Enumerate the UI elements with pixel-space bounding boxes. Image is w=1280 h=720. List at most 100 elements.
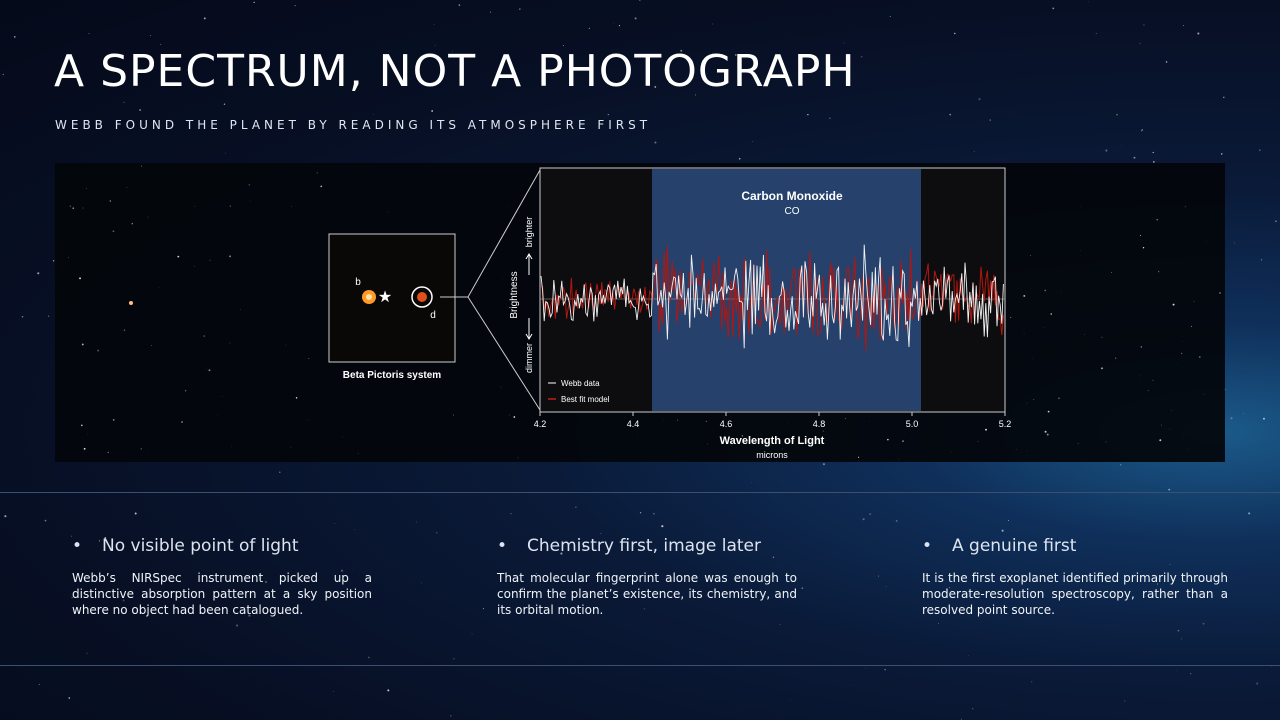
star	[112, 419, 115, 421]
subtitle: WEBB FOUND THE PLANET BY READING ITS ATM…	[55, 118, 652, 132]
star	[1259, 149, 1261, 151]
star	[968, 654, 969, 656]
x-tick-label: 5.0	[906, 419, 919, 429]
star	[607, 113, 610, 116]
star	[1169, 563, 1171, 565]
star	[151, 345, 153, 346]
star	[1191, 325, 1193, 327]
star	[97, 349, 100, 352]
star	[13, 35, 16, 38]
star	[1140, 234, 1142, 236]
star	[653, 512, 655, 515]
star	[588, 27, 590, 29]
star	[140, 448, 142, 450]
star	[1180, 352, 1183, 355]
star	[1046, 433, 1049, 436]
star	[482, 608, 484, 610]
star	[177, 255, 180, 258]
star	[253, 1, 255, 4]
star	[194, 265, 195, 267]
star	[668, 81, 670, 84]
point-body: It is the first exoplanet identified pri…	[922, 571, 1228, 617]
star	[82, 207, 84, 209]
divider	[0, 665, 1280, 666]
star	[107, 451, 109, 454]
star	[654, 86, 657, 88]
star	[86, 187, 87, 189]
star	[368, 656, 370, 659]
star	[865, 668, 866, 669]
star	[1184, 206, 1186, 208]
star	[1152, 151, 1154, 154]
star	[416, 521, 417, 523]
y-low: dimmer	[524, 343, 534, 373]
star	[209, 259, 211, 261]
star	[1050, 313, 1052, 315]
star	[766, 441, 767, 443]
inset-caption: Beta Pictoris system	[343, 370, 441, 381]
y-label: Brightness	[509, 271, 520, 318]
y-high: brighter	[524, 217, 534, 248]
star	[878, 575, 879, 577]
star	[490, 11, 492, 13]
inset-label: d	[430, 310, 436, 321]
star	[801, 587, 804, 590]
title: A SPECTRUM, NOT A PHOTOGRAPH	[54, 46, 856, 97]
star	[184, 390, 187, 392]
star	[884, 669, 886, 671]
star	[1177, 629, 1180, 632]
point-body: Webb’s NIRSpec instrument picked up a di…	[72, 571, 372, 617]
star	[1058, 397, 1060, 399]
legend-label: Webb data	[561, 379, 600, 388]
star	[1052, 7, 1055, 10]
star	[618, 25, 621, 27]
star	[1100, 572, 1103, 575]
star	[1165, 61, 1168, 63]
star	[844, 418, 846, 420]
star	[79, 277, 81, 280]
star	[239, 309, 241, 310]
star	[752, 141, 754, 142]
star	[332, 691, 334, 692]
point-heading: Chemistry first, image later	[497, 536, 797, 556]
star	[1197, 32, 1200, 35]
star	[536, 573, 537, 575]
star	[1010, 316, 1012, 318]
star	[654, 141, 657, 144]
star	[81, 343, 84, 346]
point-body: That molecular fingerprint alone was eno…	[497, 571, 797, 617]
star	[600, 533, 602, 535]
star	[1157, 583, 1159, 585]
star	[972, 708, 974, 710]
star	[1031, 681, 1033, 683]
point-heading: No visible point of light	[72, 536, 372, 556]
star	[1060, 292, 1062, 294]
star	[938, 623, 939, 625]
star	[112, 230, 115, 233]
x-tick-label: 5.2	[999, 419, 1012, 429]
x-tick-label: 4.8	[813, 419, 826, 429]
star	[150, 35, 151, 36]
star	[772, 556, 775, 558]
star	[707, 443, 708, 445]
star	[1143, 24, 1145, 26]
star	[2, 73, 4, 76]
legend-label: Best fit model	[561, 395, 610, 404]
star	[1044, 430, 1047, 433]
star	[387, 689, 390, 692]
star	[1275, 220, 1277, 222]
star	[509, 414, 510, 416]
star	[229, 255, 232, 258]
star	[1202, 622, 1205, 625]
star	[1256, 682, 1259, 685]
star	[203, 17, 206, 20]
star	[869, 513, 872, 516]
star	[1172, 303, 1175, 306]
star	[122, 599, 125, 602]
star	[94, 574, 96, 576]
star	[431, 110, 434, 112]
star	[433, 24, 435, 25]
star	[68, 697, 71, 699]
star	[779, 623, 781, 625]
star	[734, 54, 737, 56]
